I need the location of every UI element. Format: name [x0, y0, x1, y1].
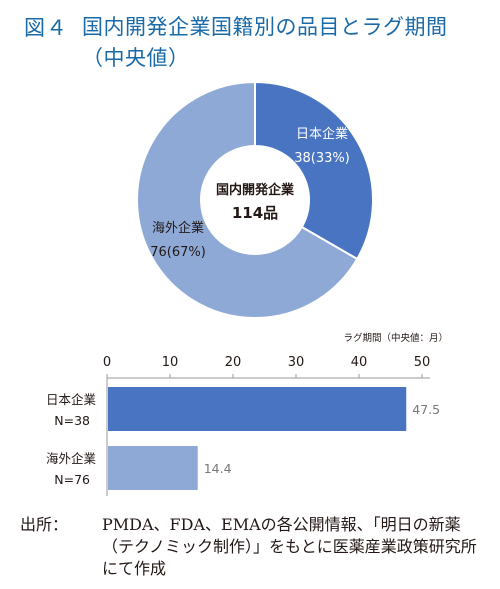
bar-tick-label: 40 [351, 355, 368, 370]
bar-category-count: N=38 [54, 413, 90, 428]
bar-category-label: 海外企業 [46, 451, 97, 466]
pie-slice-overseas [136, 80, 359, 319]
pie-slice-japan [254, 80, 374, 261]
source-label: 出所： [20, 515, 69, 534]
bar-tick-label: 10 [162, 355, 179, 370]
bar-axis-title: ラグ期間（中央値：月） [343, 332, 448, 344]
bar-overseas [108, 446, 198, 490]
pie-slice-value-label: 76(67%) [150, 245, 206, 260]
pie-center-label: 国内開発企業 [216, 182, 295, 198]
figure-title: 国内開発企業国籍別の品目とラグ期間（中央値） [82, 15, 448, 70]
bar-category-label: 日本企業 [46, 392, 97, 407]
figure-number: 図４ [24, 16, 68, 40]
pie-slice-value-label: 38(33%) [294, 151, 350, 166]
bar-value-label: 14.4 [204, 461, 232, 476]
pie-slice-label: 日本企業 [296, 126, 348, 142]
pie-center-total: 114品 [232, 204, 278, 222]
bar-value-label: 47.5 [412, 402, 440, 417]
bar-tick-label: 0 [103, 355, 111, 370]
bar-tick-label: 50 [414, 355, 431, 370]
bar-tick-label: 30 [288, 355, 305, 370]
bar-category-count: N=76 [54, 472, 90, 487]
bar-tick-label: 20 [225, 355, 242, 370]
source-text: PMDA、FDA、EMAの各公開情報、「明日の新薬（テクノミック制作）」をもとに… [102, 515, 477, 578]
bar-japan [108, 387, 407, 431]
pie-slice-label: 海外企業 [152, 220, 204, 236]
